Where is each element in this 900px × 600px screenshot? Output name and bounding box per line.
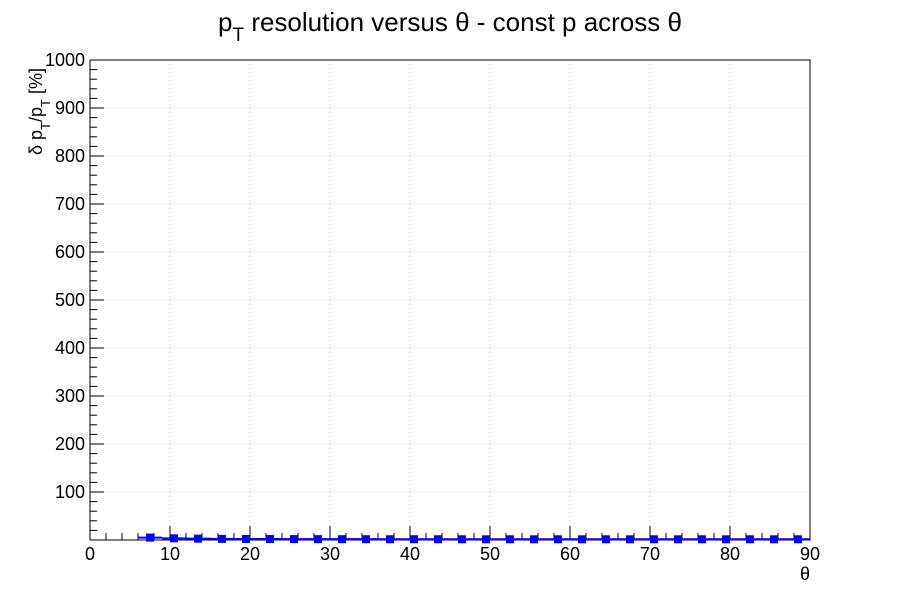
data-point (338, 535, 346, 544)
data-point (242, 534, 250, 543)
x-axis: 0 10 20 30 40 50 60 70 80 90 (85, 526, 820, 564)
data-point (458, 535, 466, 544)
chart-title: pT resolution versus θ - const p across … (218, 7, 682, 46)
data-point (722, 535, 730, 544)
y-label-sub2: T (38, 99, 53, 107)
data-point (650, 535, 658, 544)
data-point (290, 535, 298, 544)
data-point (482, 535, 490, 544)
y-axis-label: δ pT/pT [%] (26, 68, 53, 155)
x-tick-label: 20 (240, 544, 260, 564)
data-point (434, 535, 442, 544)
y-tick-label: 600 (55, 242, 85, 262)
y-label-post: [%] (26, 68, 46, 99)
y-tick-label: 200 (55, 434, 85, 454)
x-tick-label: 80 (720, 544, 740, 564)
x-tick-label: 0 (85, 544, 95, 564)
title-subscript: T (232, 25, 244, 46)
y-tick-label: 100 (55, 482, 85, 502)
title-base: p (218, 7, 232, 37)
title-rest: resolution versus θ - const p across θ (244, 7, 682, 37)
data-point (266, 535, 274, 544)
y-axis: 100 200 300 400 500 600 700 800 900 1000 (45, 50, 104, 541)
data-point (314, 535, 322, 544)
x-tick-label: 90 (800, 544, 820, 564)
data-point (674, 535, 682, 544)
data-point (506, 535, 514, 544)
data-point (602, 535, 610, 544)
y-label-sub1: T (38, 122, 53, 130)
y-tick-label: 800 (55, 146, 85, 166)
data-point (386, 535, 394, 544)
x-tick-label: 70 (640, 544, 660, 564)
data-point (530, 535, 538, 544)
y-tick-label: 400 (55, 338, 85, 358)
x-tick-label: 60 (560, 544, 580, 564)
y-label-mid: /p (26, 107, 46, 122)
data-point (170, 534, 178, 543)
x-axis-label: θ (800, 564, 810, 584)
x-tick-label: 30 (320, 544, 340, 564)
y-tick-label: 700 (55, 194, 85, 214)
y-tick-label: 300 (55, 386, 85, 406)
y-label-pre: δ p (26, 130, 46, 155)
x-tick-label: 50 (480, 544, 500, 564)
x-tick-label: 40 (400, 544, 420, 564)
grid-lines (90, 60, 810, 540)
data-point (218, 534, 226, 543)
data-point (194, 534, 202, 543)
series-points (138, 533, 810, 544)
y-tick-label: 1000 (45, 50, 85, 70)
data-point (146, 533, 154, 542)
data-point (794, 535, 802, 544)
data-point (746, 535, 754, 544)
data-point (410, 535, 418, 544)
data-point (626, 535, 634, 544)
data-point (770, 535, 778, 544)
data-point (554, 535, 562, 544)
x-tick-label: 10 (160, 544, 180, 564)
y-tick-label: 500 (55, 290, 85, 310)
y-tick-label: 900 (55, 98, 85, 118)
data-point (362, 535, 370, 544)
data-point (578, 535, 586, 544)
data-point (698, 535, 706, 544)
